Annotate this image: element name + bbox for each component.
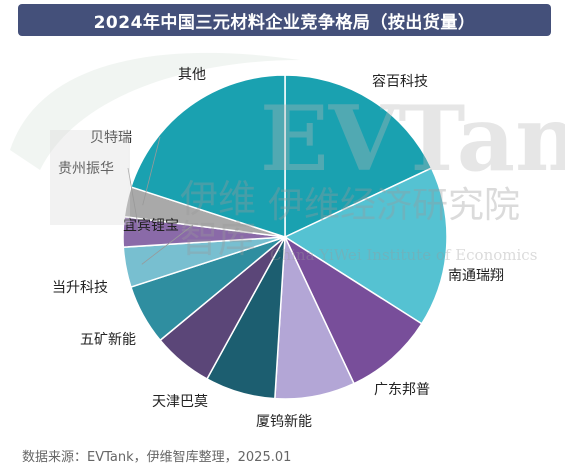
slice-label-3: 广东邦普 bbox=[374, 382, 430, 398]
slice-label-2: 南通瑞翔 bbox=[448, 268, 504, 284]
watermark-logo: EVTank bbox=[260, 86, 565, 192]
slice-label-4: 厦钨新能 bbox=[256, 414, 312, 430]
slice-label-11: 其他 bbox=[178, 67, 206, 83]
source-note: 数据来源：EVTank，伊维智库整理，2025.01 bbox=[22, 446, 291, 465]
watermark-cn-1: 伊维 bbox=[180, 177, 256, 221]
watermark-institute: 伊维经济研究院 bbox=[268, 185, 520, 226]
slice-label-5: 天津巴莫 bbox=[152, 394, 208, 410]
watermark-cn-2: 智库 bbox=[180, 217, 256, 261]
watermark-institute-en: China YiWei Institute of Economics bbox=[270, 246, 537, 264]
slice-label-6: 五矿新能 bbox=[80, 332, 136, 348]
slice-label-7: 当升科技 bbox=[52, 280, 108, 296]
slice-label-8: 宜宾锂宝 bbox=[123, 218, 179, 234]
